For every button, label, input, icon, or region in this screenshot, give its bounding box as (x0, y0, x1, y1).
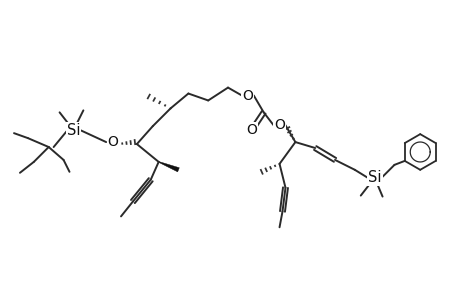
Text: O: O (107, 135, 118, 149)
Polygon shape (158, 161, 179, 172)
Text: Si: Si (367, 170, 381, 185)
Text: O: O (246, 123, 257, 137)
Text: Si: Si (67, 123, 80, 138)
Text: O: O (274, 118, 285, 132)
Text: O: O (242, 88, 253, 103)
